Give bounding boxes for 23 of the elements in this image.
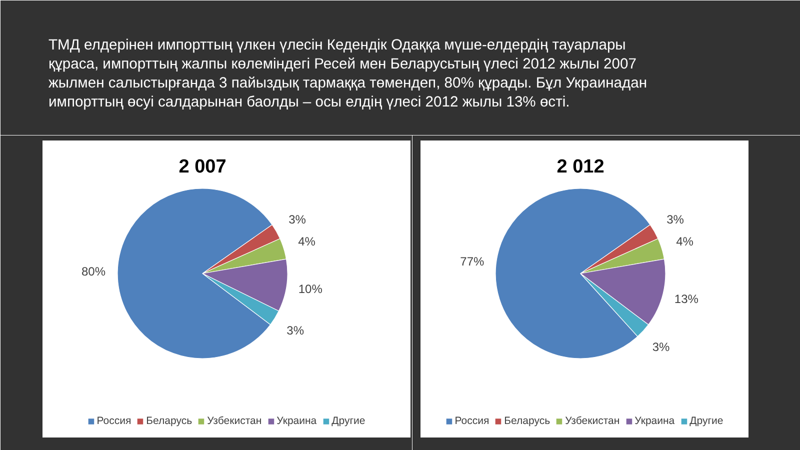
legend-label: Украина — [276, 415, 317, 427]
data-label: 77% — [460, 254, 485, 268]
legend-label: Россия — [96, 415, 132, 427]
data-label: 3% — [652, 340, 670, 354]
data-label: 80% — [82, 264, 106, 279]
chart-title: 2 007 — [178, 156, 226, 178]
legend-label: Узбекистан — [565, 415, 620, 427]
data-label: 3% — [288, 212, 306, 227]
data-label: 10% — [298, 282, 323, 296]
legend-label: Другие — [690, 415, 724, 427]
data-label: 4% — [298, 234, 316, 249]
data-label: 3% — [286, 324, 304, 338]
data-label: 13% — [674, 292, 699, 306]
legend-label: Другие — [332, 415, 366, 427]
chart-title: 2 012 — [556, 156, 604, 178]
data-label: 3% — [666, 212, 684, 227]
legend-label: Россия — [454, 415, 490, 427]
legend-label: Украина — [634, 415, 675, 427]
text: ТМД елдерінен импорттың үлкен үлесін Кедендік Одаққа мүше-елдердің тауарлары құраса, импорттың жалпы көлеміндегі Ресей мен Беларусьтың үлесі 2012 жылы 2007 жылмен салыстырғанда 3 пайыздық тармаққа төмендеп, 80% құрады. Бұл Украинадан импорттың өсуі салдарынан баолды – осы елдің үлесі 2012 жылы 13% өсті. — [48, 38, 648, 110]
legend-label: Беларусь — [146, 415, 192, 427]
data-label: 4% — [676, 234, 694, 249]
legend-label: Узбекистан — [207, 415, 262, 427]
legend-label: Беларусь — [504, 415, 550, 427]
